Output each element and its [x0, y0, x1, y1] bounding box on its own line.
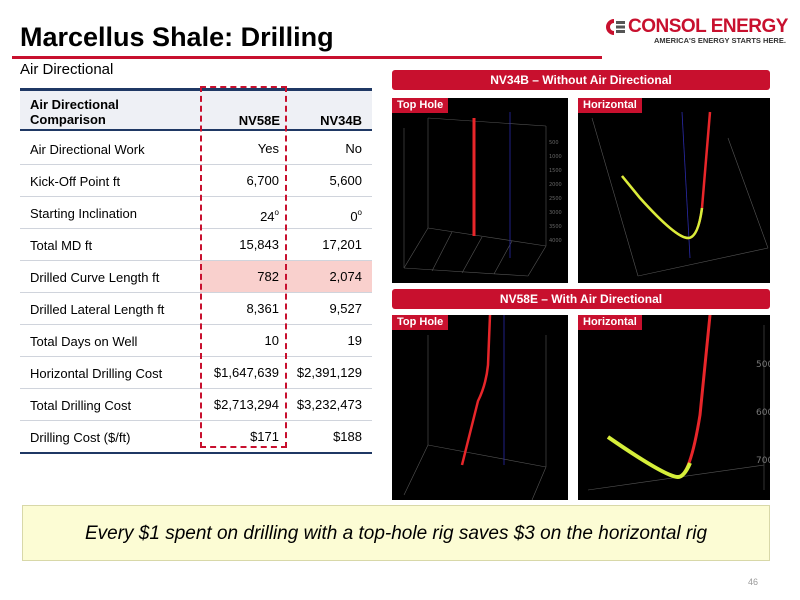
depth-tick: 600 — [756, 408, 770, 418]
horizontal-label: Horizontal — [578, 315, 642, 330]
table-row: Horizontal Drilling Cost $1,647,639 $2,3… — [20, 357, 372, 389]
section-subtitle: Air Directional — [20, 61, 114, 78]
row-label: Drilled Lateral Length ft — [30, 302, 165, 317]
nv34b-value: 2,074 — [287, 261, 372, 292]
table-row: Total MD ft 15,843 17,201 — [20, 229, 372, 261]
nv58e-value: $2,713,294 — [213, 397, 279, 412]
table-row: Drilling Cost ($/ft) $171 $188 — [20, 421, 372, 453]
company-logo: CONSOL ENERGY AMERICA'S ENERGY STARTS HE… — [604, 16, 790, 46]
nv34b-value: 0o — [287, 197, 372, 228]
top-hole-label: Top Hole — [392, 98, 449, 113]
row-label: Total Drilling Cost — [30, 398, 132, 413]
nv34b-value: 19 — [347, 333, 362, 348]
nv58e-well-path — [460, 315, 492, 466]
table-top-rule — [20, 88, 372, 91]
degree-mark: o — [357, 208, 362, 217]
row-label: Total MD ft — [30, 238, 93, 253]
table-header: Air Directional Comparison NV58E NV34B — [20, 91, 372, 131]
table-row: Drilled Lateral Length ft 8,361 9,527 — [20, 293, 372, 325]
depth-tick: 700 — [756, 456, 770, 466]
nv34b-value: 5,600 — [329, 173, 362, 188]
depth-tick: 1000 — [549, 154, 562, 160]
nv58e-well-path-horizontal — [607, 315, 712, 479]
row-label: Drilling Cost ($/ft) — [30, 430, 131, 445]
nv34b-top-hole-plot: 500 1000 1500 2000 2500 3000 3500 4000 — [403, 112, 562, 277]
nv58e-top-hole-view: Top Hole — [392, 315, 568, 500]
nv34b-value: $2,391,129 — [296, 365, 362, 380]
nv58e-horizontal-view: 500 600 700 Horizontal — [578, 315, 770, 500]
depth-tick: 4000 — [549, 238, 562, 244]
nv58e-dashed-outline — [200, 86, 287, 448]
page-title: Marcellus Shale: Drilling — [20, 22, 334, 52]
table-row: Total Days on Well 10 19 — [20, 325, 372, 357]
depth-tick: 3500 — [549, 224, 562, 230]
row-label: Kick-Off Point ft — [30, 174, 121, 189]
degree-mark: o — [274, 208, 279, 217]
row-label: Horizontal Drilling Cost — [30, 366, 163, 381]
nv58e-value: 24o — [200, 197, 287, 228]
row-label: Drilled Curve Length ft — [30, 270, 160, 285]
savings-callout: Every $1 spent on drilling with a top-ho… — [22, 505, 770, 561]
depth-tick: 1500 — [549, 168, 562, 174]
column-header-nv34b: NV34B — [320, 113, 362, 128]
depth-tick: 2000 — [549, 182, 562, 188]
nv34b-value: 17,201 — [322, 237, 362, 252]
nv34b-top-hole-view: 500 1000 1500 2000 2500 3000 3500 4000 T… — [392, 98, 568, 283]
depth-tick: 3000 — [549, 210, 562, 216]
nv58e-horizontal-plot: 500 600 700 — [587, 315, 770, 491]
nv34b-value: $188 — [333, 429, 362, 444]
table-header-label: Air Directional Comparison — [30, 97, 119, 127]
nv58e-value: 8,361 — [246, 301, 279, 316]
table-row-highlighted: Drilled Curve Length ft 782 2,074 — [20, 261, 372, 293]
nv34b-horizontal-plot — [591, 111, 769, 277]
table-row: Total Drilling Cost $2,713,294 $3,232,47… — [20, 389, 372, 421]
table-bottom-rule — [20, 452, 372, 454]
column-header-nv58e: NV58E — [238, 113, 280, 128]
top-hole-label: Top Hole — [392, 315, 449, 330]
consol-logo-icon — [606, 19, 625, 35]
row-label: Starting Inclination — [30, 206, 137, 221]
nv58e-banner: NV58E – With Air Directional — [392, 289, 770, 309]
nv58e-value: $171 — [250, 429, 279, 444]
nv34b-inclination: 0 — [350, 209, 358, 224]
page-number: 46 — [748, 577, 759, 587]
nv58e-value: 10 — [264, 333, 279, 348]
table-row: Kick-Off Point ft 6,700 5,600 — [20, 165, 372, 197]
nv58e-top-hole-plot — [403, 315, 547, 500]
logo-name: CONSOL ENERGY — [628, 16, 788, 37]
table-row: Starting Inclination 24o 0o — [20, 197, 372, 229]
depth-tick: 500 — [756, 360, 770, 370]
depth-tick: 500 — [549, 140, 559, 146]
nv34b-banner: NV34B – Without Air Directional — [392, 70, 770, 90]
nv34b-value: No — [345, 141, 362, 156]
horizontal-label: Horizontal — [578, 98, 642, 113]
nv58e-inclination: 24 — [260, 209, 275, 224]
logo-tagline: AMERICA'S ENERGY STARTS HERE. — [654, 36, 786, 45]
nv58e-value: Yes — [257, 141, 279, 156]
nv34b-value: 9,527 — [329, 301, 362, 316]
nv58e-value: $1,647,639 — [213, 365, 279, 380]
row-label: Total Days on Well — [30, 334, 138, 349]
nv34b-value: $3,232,473 — [296, 397, 362, 412]
nv34b-well-path — [621, 111, 712, 240]
row-label: Air Directional Work — [30, 142, 145, 157]
nv34b-curve-lateral-path — [621, 175, 704, 240]
nv58e-value: 782 — [200, 261, 287, 292]
title-rule — [12, 56, 602, 59]
table-row: Air Directional Work Yes No — [20, 133, 372, 165]
nv58e-curve-lateral-path — [606, 435, 692, 480]
depth-tick: 2500 — [549, 196, 562, 202]
nv58e-value: 15,843 — [239, 237, 279, 252]
nv58e-value: 6,700 — [246, 173, 279, 188]
nv34b-horizontal-view: Horizontal — [578, 98, 770, 283]
